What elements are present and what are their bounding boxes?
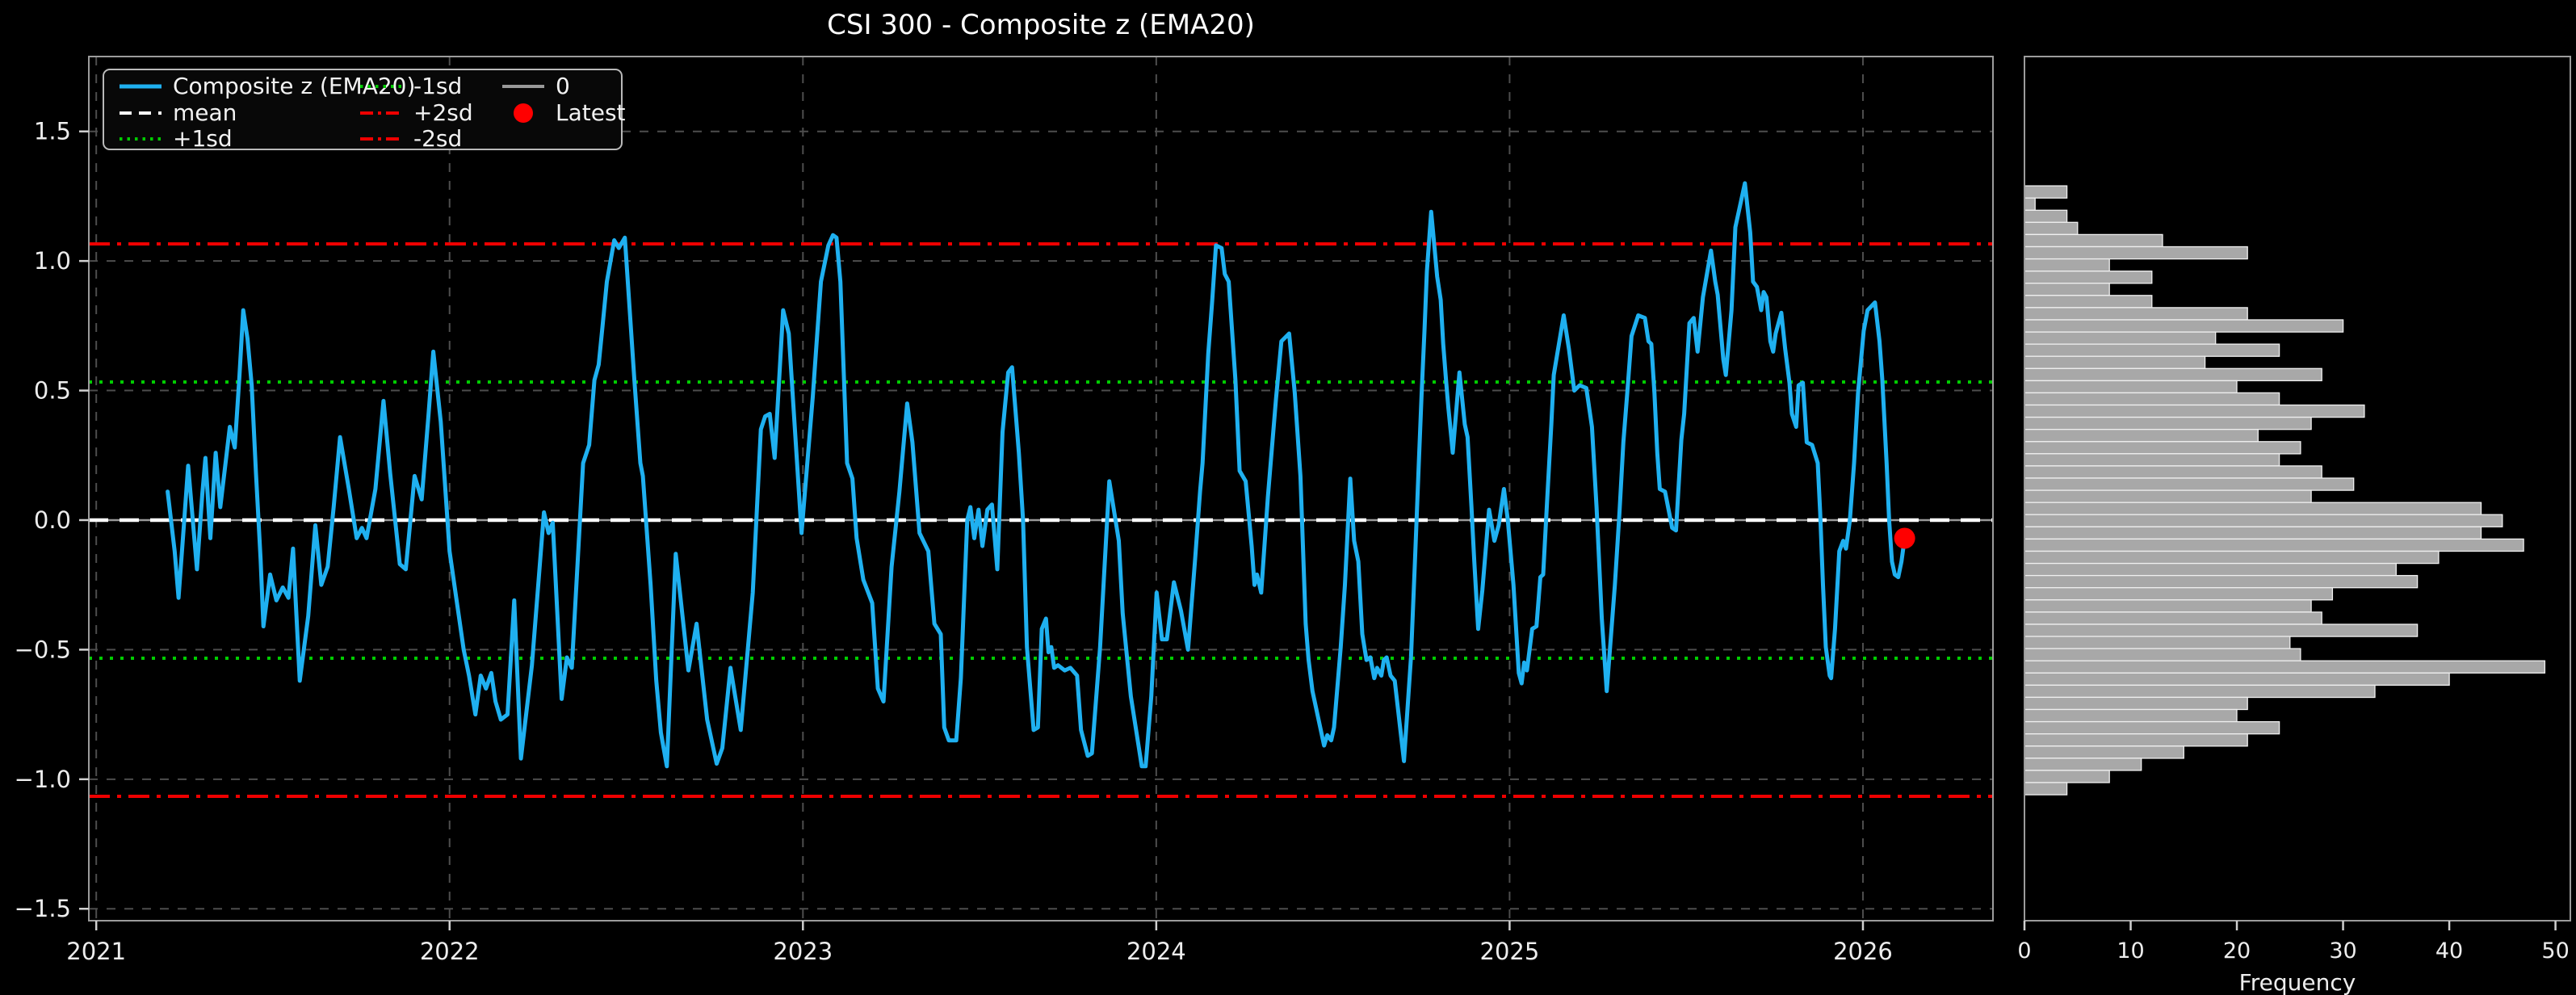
y-tick-label: −1.0 [15,766,71,793]
hist-bar [2024,599,2312,613]
hist-bar [2024,209,2068,224]
hist-bar [2024,246,2248,260]
hist-bar [2024,514,2503,527]
hist-bar [2024,696,2248,711]
histogram-plot: 0 10 20 30 40 50 Frequency [2017,56,2571,995]
hist-bar [2024,441,2301,455]
histogram-axis-ticks: 0 10 20 30 40 50 [2017,921,2570,964]
hist-bar [2024,295,2153,309]
hist-bar [2024,672,2450,686]
hist-bar [2024,319,2344,333]
hist-bar [2024,429,2259,443]
histogram-border [2024,56,2571,922]
legend-box [103,69,623,150]
hist-bar [2024,331,2217,345]
hist-x-tick-label: 40 [2435,938,2463,964]
hist-bar [2024,404,2365,418]
main-plot-border [88,56,1994,922]
hist-bar [2024,720,2280,735]
histogram-bars [2024,185,2546,796]
hist-bar [2024,258,2110,272]
legend-label: +2sd [413,99,473,126]
y-tick-label: −1.5 [15,895,71,922]
hist-bar [2024,538,2524,552]
y-tick-label: 0.5 [34,377,71,405]
composite-z-line-group [166,181,1915,769]
frequency-axis-label: Frequency [2239,969,2356,995]
hist-bar [2024,623,2419,637]
hist-bar [2024,355,2206,369]
hist-bar [2024,550,2440,565]
hist-bar [2024,283,2110,296]
reference-lines [89,241,1993,798]
hist-bar [2024,660,2546,674]
legend-label: Latest [556,99,626,126]
hist-bar [2024,502,2482,515]
hist-bar [2024,574,2419,589]
hist-bar [2024,758,2142,771]
hist-bar [2024,770,2110,783]
legend-label: Composite z (EMA20) [173,73,415,99]
main-plot: 1.5 1.0 0.5 0.0 −0.5 −1.0 −1.5 2021 2022 2023 2024… [15,9,1994,965]
legend-swatch-dot [514,103,533,123]
y-tick-label: 0.0 [34,506,71,534]
composite-z-line [166,181,1907,769]
latest-point-dot [1894,527,1915,549]
main-plot-spine [88,56,1994,922]
hist-bar [2024,648,2301,661]
hist-bar [2024,343,2280,357]
x-tick-label: 2022 [420,938,480,965]
x-tick-label: 2026 [1833,938,1893,965]
hist-bar [2024,185,2068,199]
hist-bar [2024,233,2163,248]
hist-bar [2024,477,2355,491]
hist-bar [2024,367,2322,382]
hist-x-tick-label: 0 [2017,938,2031,964]
hist-bar [2024,392,2280,406]
grid-lines [89,57,1993,921]
y-tick-label: 1.0 [34,247,71,275]
hist-bar [2024,587,2334,601]
hist-x-tick-label: 50 [2541,938,2569,964]
legend-label: -1sd [413,73,462,99]
main-axis-ticks: 1.5 1.0 0.5 0.0 −0.5 −1.0 −1.5 2021 2022 2023 2024… [15,118,1893,965]
hist-bar [2024,782,2068,796]
x-tick-label: 2023 [773,938,833,965]
hist-x-tick-label: 20 [2223,938,2251,964]
hist-bar [2024,733,2248,747]
x-tick-label: 2024 [1126,938,1186,965]
chart-title: CSI 300 - Composite z (EMA20) [827,9,1255,41]
hist-bar [2024,611,2322,625]
hist-bar [2024,708,2238,723]
hist-bar [2024,636,2291,649]
hist-bar [2024,271,2153,284]
hist-bar [2024,416,2312,430]
hist-bar [2024,489,2312,503]
hist-bar [2024,221,2079,236]
y-tick-label: −0.5 [15,636,71,663]
hist-bar [2024,684,2376,699]
x-tick-label: 2021 [66,938,126,965]
hist-bar [2024,526,2482,540]
legend-label: 0 [556,73,570,99]
hist-bar [2024,197,2036,211]
hist-bar [2024,307,2248,321]
histogram-spine [2024,56,2571,922]
hist-bar [2024,465,2322,479]
hist-x-tick-label: 30 [2329,938,2356,964]
y-tick-label: 1.5 [34,118,71,145]
legend-label: -2sd [413,125,462,152]
hist-bar [2024,380,2238,394]
x-tick-label: 2025 [1480,938,1540,965]
legend-label: mean [173,99,237,126]
legend-label: +1sd [173,125,233,152]
hist-bar [2024,453,2280,467]
hist-bar [2024,745,2184,759]
hist-x-tick-label: 10 [2117,938,2144,964]
hist-bar [2024,562,2397,577]
legend: Composite z (EMA20)mean+1sd -1sd+2sd-2sd 0… [103,69,626,152]
